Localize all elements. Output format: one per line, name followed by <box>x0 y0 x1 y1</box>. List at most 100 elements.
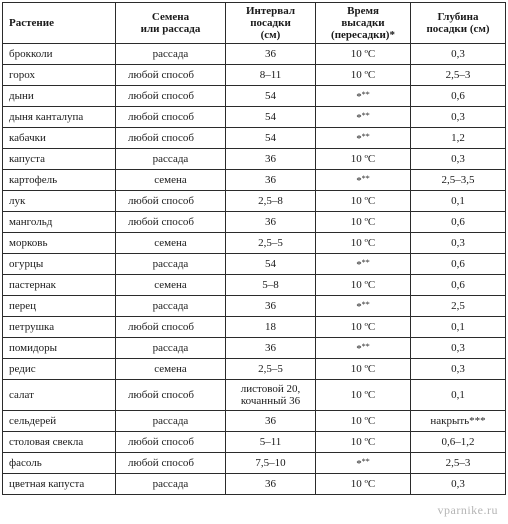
table-row: горох любой способ 8–11 10 ºC 2,5–3 <box>2 64 506 86</box>
table-row: дыня канталупа любой способ 54 *** 0,3 <box>2 106 506 128</box>
planting-time-value: 10 ºC <box>350 415 376 427</box>
plant-name-cell: салат <box>2 379 116 411</box>
table-row: морковь семена 2,5–5 10 ºC 0,3 <box>2 232 506 254</box>
plant-name-cell: морковь <box>2 232 116 254</box>
depth-cell: 0,3 <box>410 337 506 359</box>
planting-time-cell: *** <box>315 106 411 128</box>
header-line: Семена <box>151 11 190 23</box>
depth-cell: 0,3 <box>410 473 506 495</box>
header-planting-time: Время высадки (пересадки)* <box>315 2 411 44</box>
table-row: фасоль любой способ 7,5–10 *** 2,5–3 <box>2 452 506 474</box>
depth-cell: 2,5–3 <box>410 64 506 86</box>
interval-cell: 36 <box>225 211 316 233</box>
planting-time-cell: 10 ºC <box>315 211 411 233</box>
table-row: пастернак семена 5–8 10 ºC 0,6 <box>2 274 506 296</box>
header-seed-method: Семена или рассада <box>115 2 226 44</box>
planting-time-value: * <box>356 91 362 103</box>
depth-cell: 0,3 <box>410 148 506 170</box>
footnote-marker: ** <box>361 90 370 99</box>
planting-time-value: 10 ºC <box>350 478 376 490</box>
header-depth: Глубина посадки (см) <box>410 2 506 44</box>
depth-cell: 0,1 <box>410 316 506 338</box>
interval-line: 36 <box>265 300 276 312</box>
table-row: цветная капуста рассада 36 10 ºC 0,3 <box>2 473 506 495</box>
planting-time-cell: 10 ºC <box>315 190 411 212</box>
interval-line: 36 <box>265 216 276 228</box>
method-cell: любой способ <box>115 431 226 453</box>
interval-line: 2,5–5 <box>258 237 283 249</box>
plant-name-cell: мангольд <box>2 211 116 233</box>
plant-name-cell: помидоры <box>2 337 116 359</box>
method-cell: семена <box>115 274 226 296</box>
planting-time-cell: 10 ºC <box>315 43 411 65</box>
planting-time-value: 10 ºC <box>350 237 376 249</box>
footnote-marker: ** <box>361 258 370 267</box>
interval-cell: 36 <box>225 337 316 359</box>
interval-cell: 2,5–5 <box>225 232 316 254</box>
planting-time-value: 10 ºC <box>350 195 376 207</box>
plant-name-cell: горох <box>2 64 116 86</box>
interval-line: 36 <box>265 48 276 60</box>
method-cell: рассада <box>115 473 226 495</box>
table-row: огурцы рассада 54 *** 0,6 <box>2 253 506 275</box>
planting-time-value: * <box>356 112 362 124</box>
interval-cell: 5–8 <box>225 274 316 296</box>
interval-line: 36 <box>265 174 276 186</box>
depth-cell: 0,6 <box>410 253 506 275</box>
interval-line: 8–11 <box>259 69 282 81</box>
planting-time-cell: 10 ºC <box>315 64 411 86</box>
table-row: помидоры рассада 36 *** 0,3 <box>2 337 506 359</box>
header-line: высадки <box>341 17 385 29</box>
planting-time-value: * <box>356 175 362 187</box>
planting-time-value: 10 ºC <box>350 389 376 401</box>
header-line: (см) <box>260 29 281 41</box>
plant-name-cell: огурцы <box>2 253 116 275</box>
method-cell: семена <box>115 169 226 191</box>
interval-line: 2,5–8 <box>258 195 283 207</box>
depth-cell: 0,3 <box>410 358 506 380</box>
interval-cell: 36 <box>225 410 316 432</box>
planting-time-value: * <box>356 458 362 470</box>
header-line: Интервал <box>245 5 295 17</box>
table-row: петрушка любой способ 18 10 ºC 0,1 <box>2 316 506 338</box>
planting-time-value: * <box>356 343 362 355</box>
footnote-marker: ** <box>361 457 370 466</box>
planting-time-cell: 10 ºC <box>315 473 411 495</box>
footnote-marker: ** <box>361 174 370 183</box>
method-cell: любой способ <box>115 85 226 107</box>
plant-name-cell: перец <box>2 295 116 317</box>
method-cell: рассада <box>115 410 226 432</box>
planting-time-value: 10 ºC <box>350 321 376 333</box>
method-cell: рассада <box>115 43 226 65</box>
table-row: кабачки любой способ 54 *** 1,2 <box>2 127 506 149</box>
header-plant: Растение <box>2 2 116 44</box>
method-cell: любой способ <box>115 127 226 149</box>
method-cell: любой способ <box>115 190 226 212</box>
method-cell: любой способ <box>115 452 226 474</box>
planting-time-value: * <box>356 301 362 313</box>
plant-name-cell: редис <box>2 358 116 380</box>
plant-name-cell: дыни <box>2 85 116 107</box>
method-cell: рассада <box>115 295 226 317</box>
depth-cell: 0,1 <box>410 190 506 212</box>
header-line: Время <box>347 5 379 17</box>
depth-cell: 0,6–1,2 <box>410 431 506 453</box>
planting-time-cell: *** <box>315 127 411 149</box>
table-row: мангольд любой способ 36 10 ºC 0,6 <box>2 211 506 233</box>
planting-time-cell: 10 ºC <box>315 410 411 432</box>
depth-cell: 1,2 <box>410 127 506 149</box>
method-cell: любой способ <box>115 316 226 338</box>
plant-name-cell: лук <box>2 190 116 212</box>
interval-line: 54 <box>265 90 276 102</box>
method-cell: рассада <box>115 337 226 359</box>
plant-name-cell: капуста <box>2 148 116 170</box>
depth-cell: 0,6 <box>410 85 506 107</box>
interval-line: 18 <box>265 321 276 333</box>
planting-time-cell: *** <box>315 452 411 474</box>
table-row: брокколи рассада 36 10 ºC 0,3 <box>2 43 506 65</box>
interval-line: 54 <box>265 111 276 123</box>
method-cell: любой способ <box>115 64 226 86</box>
method-cell: любой способ <box>115 211 226 233</box>
interval-cell: 2,5–5 <box>225 358 316 380</box>
interval-cell: 36 <box>225 295 316 317</box>
